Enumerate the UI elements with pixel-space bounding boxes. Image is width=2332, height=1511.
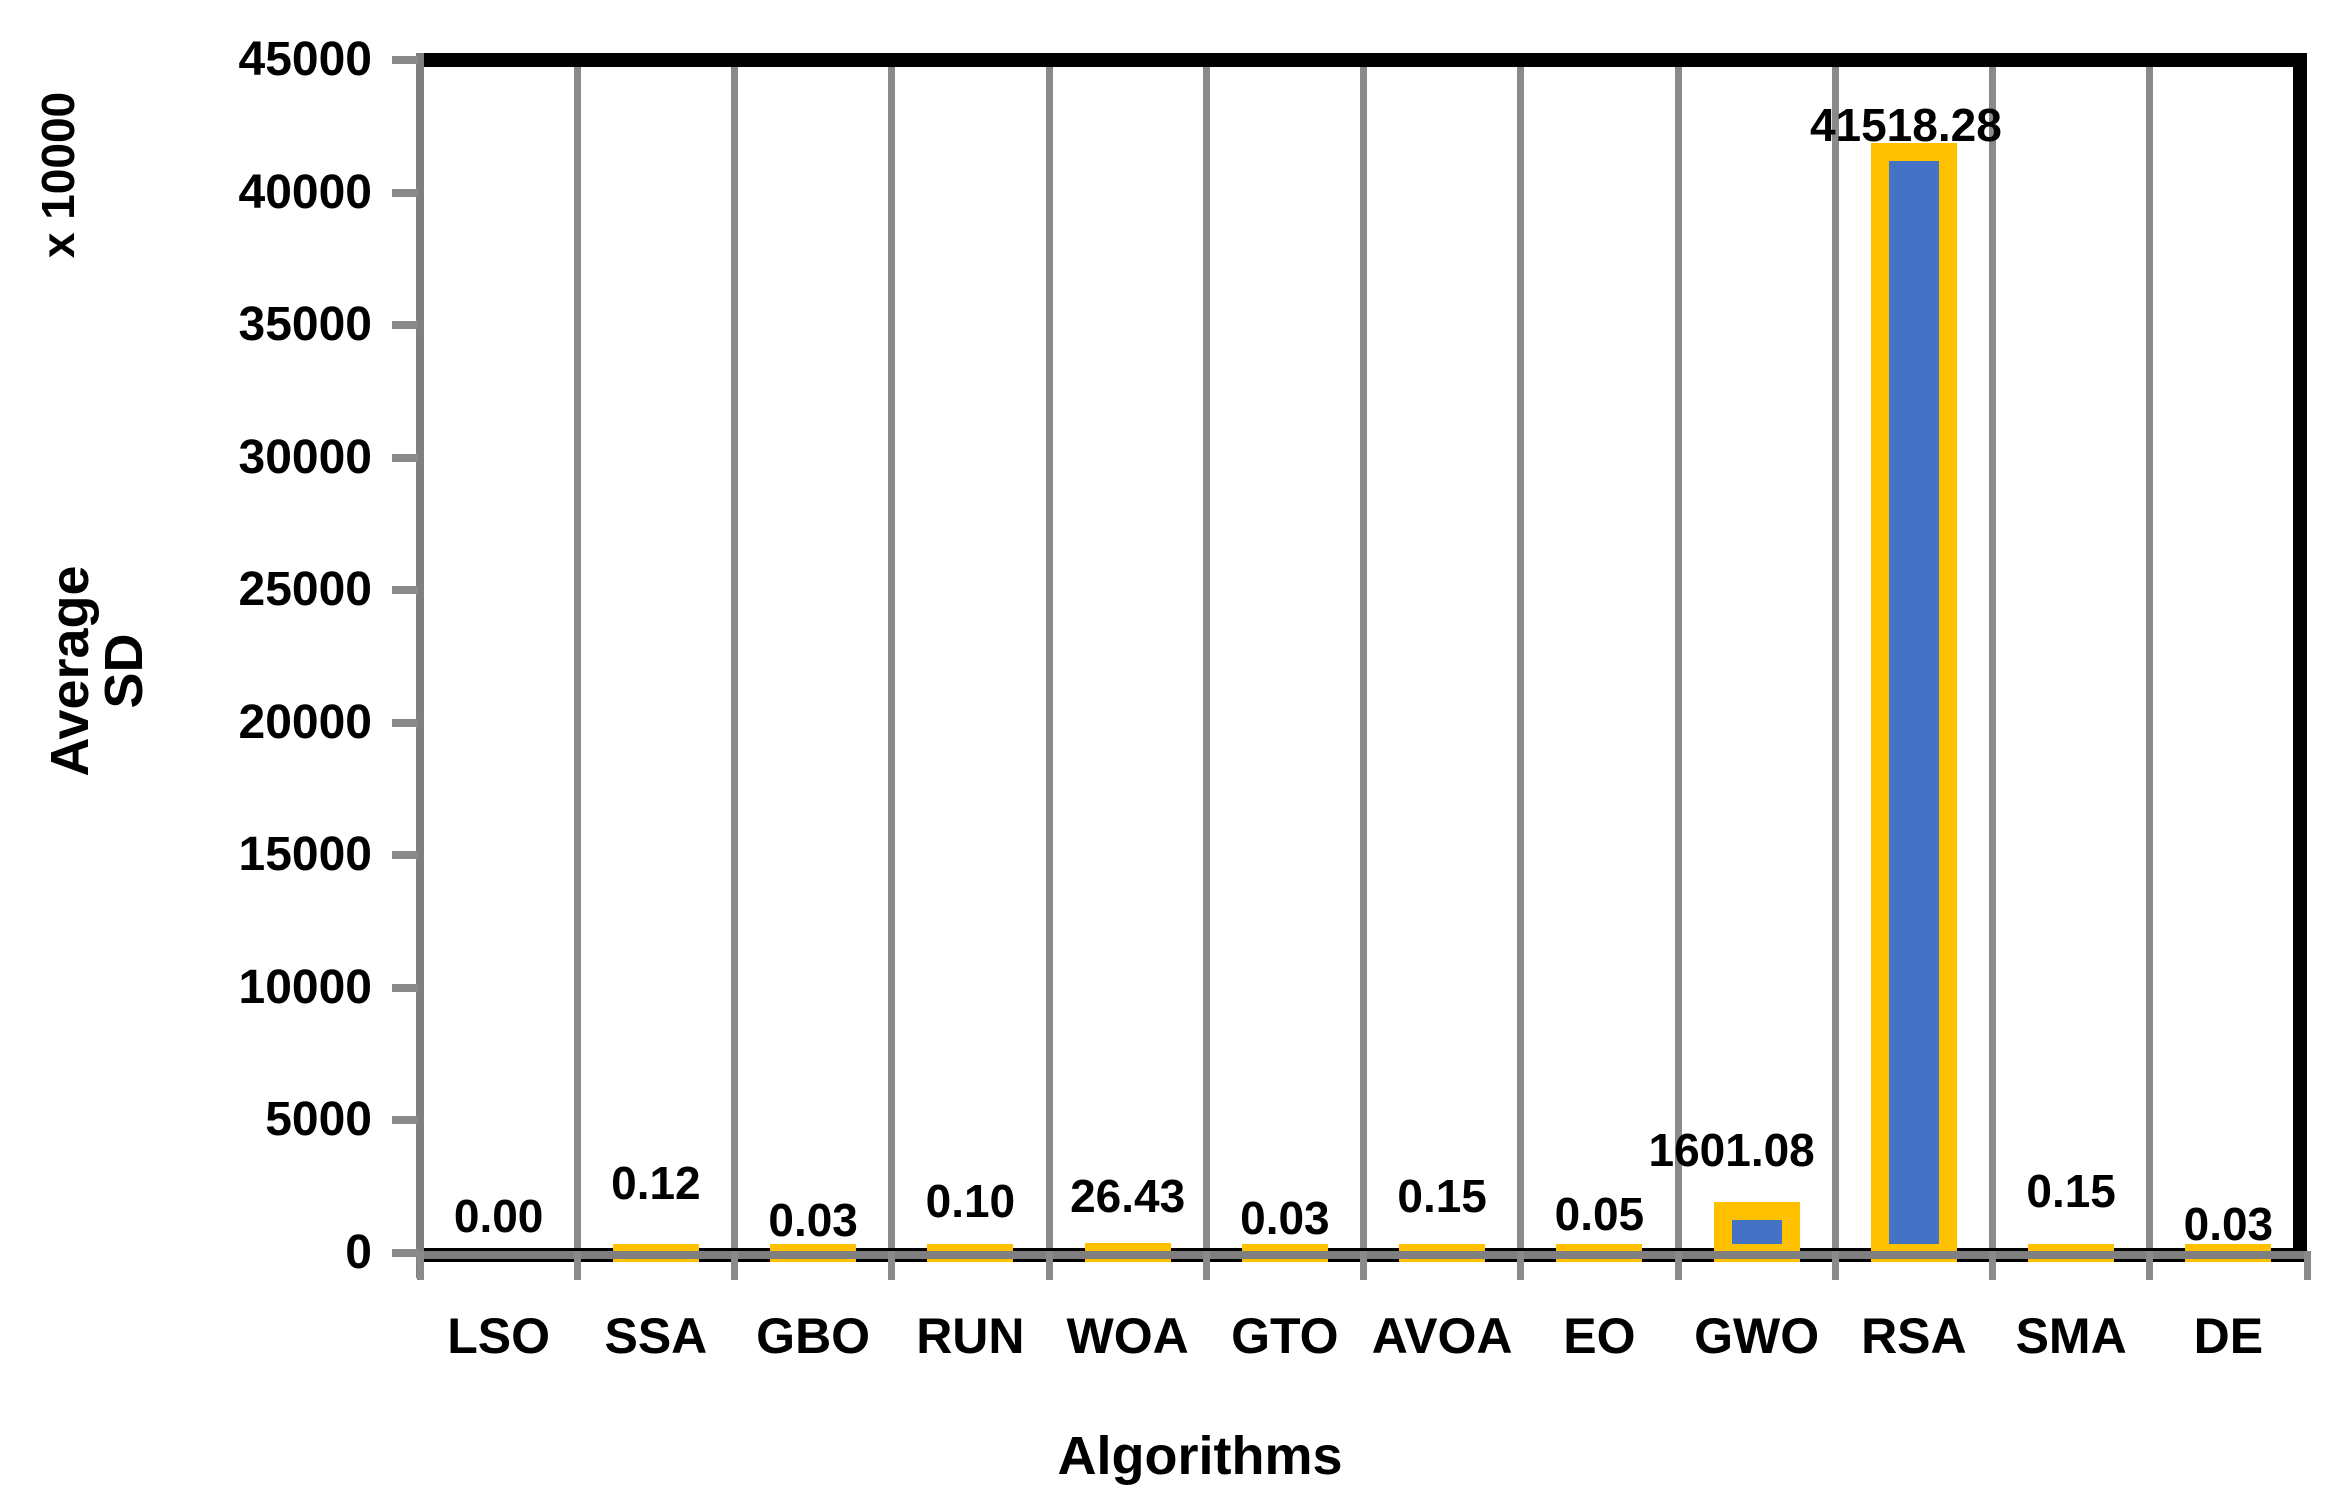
value-label: 0.05	[1554, 1188, 1645, 1240]
x-tick-label-avoa: AVOA	[1371, 1308, 1513, 1364]
value-label: 0.03	[1240, 1192, 1330, 1244]
y-axis-tick	[392, 586, 418, 595]
gridline	[2146, 67, 2154, 1251]
y-axis-line	[416, 53, 424, 1278]
gridline	[1202, 67, 1210, 1251]
x-tick-label-woa: WOA	[1066, 1308, 1189, 1364]
y-axis-tick	[392, 983, 418, 992]
x-tick-label-run: RUN	[916, 1308, 1025, 1364]
x-axis-tick	[1360, 1251, 1367, 1280]
gridline	[1989, 67, 1996, 1251]
value-label: 26.43	[1070, 1170, 1186, 1222]
gridline	[1674, 67, 1682, 1251]
gridline	[573, 67, 581, 1251]
x-axis-tick	[1674, 1251, 1682, 1280]
y-axis-tick	[392, 718, 418, 727]
y-axis-tick	[392, 56, 418, 64]
y-tick-label: 5000	[265, 1093, 372, 1147]
value-label: 0.03	[768, 1194, 858, 1246]
bar-fill-rsa	[1888, 161, 1939, 1244]
x-tick-label-de: DE	[2193, 1308, 2264, 1364]
x-axis-tick	[1989, 1251, 1996, 1280]
value-label: 0.00	[453, 1190, 544, 1242]
value-label: 0.15	[2026, 1165, 2116, 1217]
y-axis-tick	[392, 188, 418, 197]
gridline	[731, 67, 738, 1251]
x-axis-tick	[2146, 1251, 2154, 1280]
y-axis-tick	[392, 851, 418, 860]
value-label: 0.15	[1397, 1170, 1487, 1222]
x-tick-label-rsa: RSA	[1861, 1308, 1967, 1364]
y-tick-label: 35000	[238, 298, 372, 352]
y-tick-label: 40000	[238, 165, 372, 219]
x-axis-tick	[573, 1251, 581, 1280]
x-tick-label-gwo: GWO	[1694, 1308, 1820, 1364]
value-label: 0.03	[2183, 1198, 2274, 1250]
x-axis-tick	[416, 1251, 424, 1280]
y-tick-label: 0	[345, 1226, 372, 1279]
x-axis-tick	[1045, 1251, 1053, 1280]
x-axis-tick	[1517, 1251, 1525, 1280]
x-tick-label-ssa: SSA	[604, 1308, 708, 1364]
y-tick-label: 45000	[238, 33, 372, 86]
gridline	[1360, 67, 1367, 1251]
y-tick-label: 25000	[238, 563, 372, 617]
x-tick-label-lso: LSO	[447, 1308, 551, 1364]
y-axis-title: Average SD	[40, 565, 154, 777]
x-tick-label-sma: SMA	[2015, 1308, 2127, 1364]
y-axis-tick	[392, 453, 418, 462]
y-tick-label: 30000	[238, 430, 372, 484]
value-label: 1601.08	[1648, 1124, 1815, 1176]
y-tick-label: 15000	[238, 828, 372, 882]
x-axis-tick	[1202, 1251, 1210, 1280]
x-tick-label-eo: EO	[1563, 1308, 1636, 1364]
y-tick-label: 10000	[238, 960, 372, 1014]
x-tick-label-gto: GTO	[1231, 1308, 1339, 1364]
gridline	[1517, 67, 1525, 1251]
x-axis-line-black-top	[420, 1248, 2307, 1251]
value-label: 0.12	[611, 1157, 701, 1209]
gridline	[1831, 67, 1839, 1251]
x-tick-label-gbo: GBO	[756, 1308, 871, 1364]
x-axis-tick	[731, 1251, 738, 1280]
y-axis-tick	[392, 1249, 418, 1257]
bar-rsa	[1870, 143, 1957, 1262]
x-axis-tick	[1831, 1251, 1839, 1280]
y-axis-unit-multiplier-label: x 10000	[32, 91, 84, 259]
y-tick-label: 20000	[238, 695, 372, 749]
x-axis-tick	[2303, 1251, 2311, 1280]
gridline	[888, 67, 896, 1251]
plot-area-border	[420, 53, 2307, 1262]
gridline	[1045, 67, 1053, 1251]
value-label: 0.10	[925, 1175, 1016, 1227]
x-axis-tick	[888, 1251, 896, 1280]
value-label: 41518.28	[1809, 99, 2002, 151]
x-axis-title: Algorithms	[1057, 1426, 1343, 1486]
y-axis-tick	[392, 321, 418, 330]
y-axis-tick	[392, 1116, 418, 1125]
bar-fill-gwo	[1731, 1219, 1782, 1244]
